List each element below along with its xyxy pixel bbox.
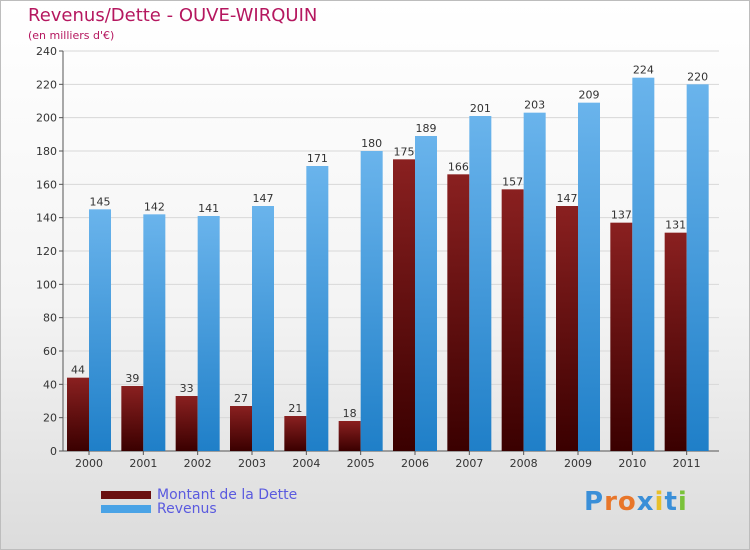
bar-revenus (252, 206, 274, 451)
data-label: 141 (198, 202, 219, 215)
bar-dette (121, 386, 144, 451)
data-label: 189 (416, 122, 437, 135)
legend-swatch-revenus (101, 505, 151, 513)
bar-dette (284, 416, 307, 451)
bar-revenus (306, 166, 329, 451)
x-tick-label: 2005 (347, 457, 375, 470)
y-tick-label: 40 (43, 378, 57, 391)
data-label: 142 (144, 200, 165, 213)
bar-revenus (686, 84, 709, 451)
x-tick-label: 2006 (401, 457, 429, 470)
data-label: 147 (557, 192, 578, 205)
x-tick-label: 2008 (510, 457, 538, 470)
x-tick-label: 2002 (184, 457, 212, 470)
x-tick-label: 2009 (564, 457, 592, 470)
data-label: 175 (394, 145, 415, 158)
data-label: 145 (90, 195, 111, 208)
bar-revenus (523, 112, 546, 452)
bar-dette (338, 421, 361, 451)
bar-dette (610, 222, 633, 451)
logo-letter: i (677, 487, 688, 517)
legend-label-dette: Montant de la Dette (157, 487, 298, 503)
y-tick-label: 140 (36, 212, 57, 225)
y-tick-label: 60 (43, 345, 57, 358)
data-label: 201 (470, 102, 491, 115)
chart-subtitle: (en milliers d'€) (28, 29, 115, 42)
bar-dette (67, 377, 89, 451)
bar-dette (175, 396, 198, 451)
data-label: 166 (448, 160, 469, 173)
bar-revenus (415, 136, 437, 451)
data-label: 44 (71, 364, 85, 377)
chart-title: Revenus/Dette - OUVE-WIRQUIN (28, 5, 318, 26)
y-tick-label: 80 (43, 312, 57, 325)
bar-revenus (469, 116, 492, 451)
x-tick-label: 2010 (618, 457, 646, 470)
y-tick-label: 160 (36, 178, 57, 191)
x-tick-label: 2004 (292, 457, 320, 470)
data-label: 39 (125, 372, 139, 385)
x-tick-label: 2007 (455, 457, 483, 470)
y-tick-label: 100 (36, 278, 57, 291)
bar-dette (501, 189, 524, 452)
legend-label-revenus: Revenus (157, 501, 217, 517)
data-label: 209 (579, 89, 600, 102)
data-label: 157 (502, 175, 523, 188)
y-tick-label: 120 (36, 245, 57, 258)
bar-revenus (632, 77, 655, 452)
data-label: 180 (361, 137, 382, 150)
data-label: 171 (307, 152, 328, 165)
data-label: 203 (524, 99, 545, 112)
logo-letter: i (654, 487, 665, 517)
data-label: 33 (180, 382, 194, 395)
x-tick-label: 2003 (238, 457, 266, 470)
bar-dette (447, 174, 470, 452)
logo-letter: x (636, 487, 655, 517)
proxiti-logo: Proxiti (584, 487, 688, 517)
bar-dette (230, 406, 252, 451)
data-label: 137 (611, 209, 632, 222)
data-label: 220 (687, 70, 708, 83)
y-tick-label: 20 (43, 412, 57, 425)
bar-dette (393, 159, 415, 452)
bar-dette (664, 232, 687, 451)
data-label: 131 (665, 219, 686, 232)
bar-revenus (89, 209, 111, 451)
bar-revenus (197, 216, 220, 451)
y-tick-label: 180 (36, 145, 57, 158)
x-tick-label: 2001 (129, 457, 157, 470)
legend-swatch-dette (101, 491, 151, 499)
y-tick-label: 240 (36, 45, 57, 58)
logo-letter: P (584, 487, 605, 517)
x-tick-label: 2011 (673, 457, 701, 470)
bar-revenus (143, 214, 166, 451)
data-label: 27 (234, 392, 248, 405)
bar-revenus (360, 151, 383, 451)
logo-letter: t (664, 487, 678, 517)
y-tick-label: 220 (36, 78, 57, 91)
x-tick-label: 2000 (75, 457, 103, 470)
bar-dette (556, 206, 578, 451)
data-label: 18 (343, 407, 357, 420)
data-label: 224 (633, 64, 654, 77)
data-label: 21 (288, 402, 302, 415)
logo-letter: o (617, 487, 637, 517)
logo-letter: r (604, 487, 618, 517)
bar-revenus (578, 102, 600, 452)
y-tick-label: 0 (50, 445, 57, 458)
data-label: 147 (253, 192, 274, 205)
y-tick-label: 200 (36, 112, 57, 125)
